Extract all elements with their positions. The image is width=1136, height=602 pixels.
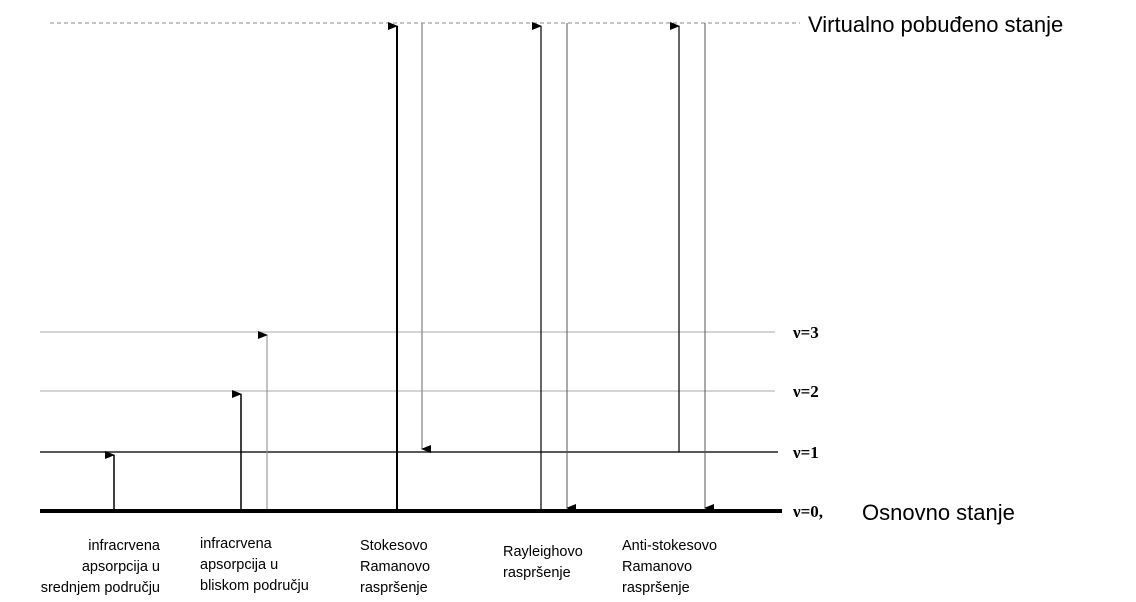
process-labels: infracrvena apsorpcija u srednjem području… (41, 536, 717, 596)
level-label: ν=0, (792, 502, 823, 521)
process-label: raspršenje (503, 565, 571, 581)
process-label: Anti-stokesovo (622, 538, 717, 554)
process-label: srednjem području (41, 580, 160, 596)
process-label: bliskom području (200, 578, 309, 594)
process-label: apsorpcija u (200, 557, 278, 573)
arrows (105, 22, 714, 512)
process-label: infracrvena (200, 536, 273, 552)
level-label: ν=1 (792, 443, 819, 462)
process-label: raspršenje (622, 580, 690, 596)
process-label: infracrvena (88, 538, 161, 554)
level-label: Osnovno stanje (862, 500, 1015, 525)
level-label: Virtualno pobuđeno stanje (808, 12, 1063, 37)
process-label: Ramanovo (622, 559, 692, 575)
process-label: Rayleighovo (503, 544, 583, 560)
process-label: Ramanovo (360, 559, 430, 575)
level-label: ν=3 (792, 323, 819, 342)
levels (40, 22, 800, 513)
process-label: apsorpcija u (82, 559, 160, 575)
process-label: Stokesovo (360, 538, 428, 554)
level-label: ν=2 (792, 382, 819, 401)
process-label: raspršenje (360, 580, 428, 596)
